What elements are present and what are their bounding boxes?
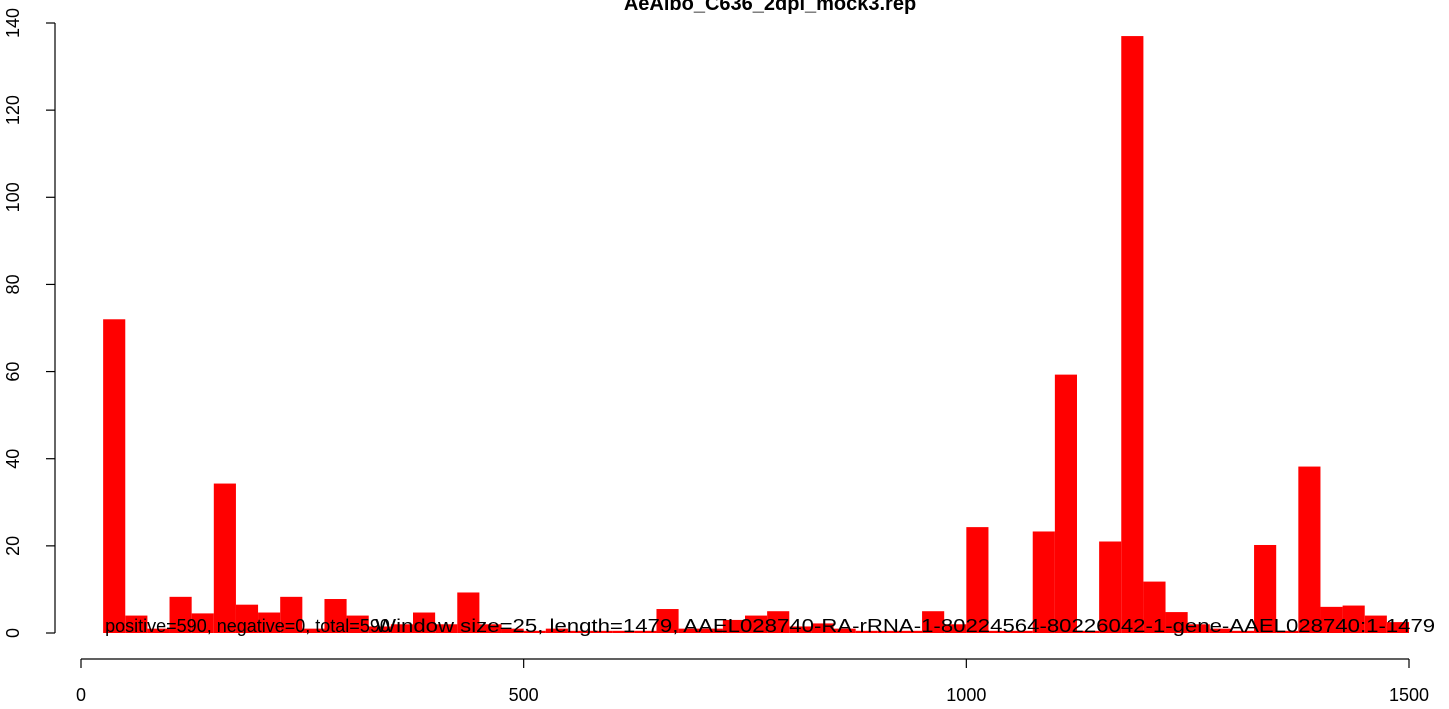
histogram-bar (1187, 624, 1210, 633)
histogram-bar (1364, 615, 1387, 633)
histogram-bar (1121, 36, 1144, 634)
histogram-bar (722, 619, 745, 633)
histogram-bar (1231, 630, 1255, 633)
histogram-bar (1320, 606, 1343, 633)
histogram-bar (1342, 605, 1365, 633)
histogram-bar (1386, 622, 1409, 633)
histogram-bar (899, 630, 923, 633)
histogram-bar (213, 483, 236, 633)
bars-group (103, 36, 1409, 634)
summary-annotation: positive=590, negative=0, total=590 (105, 616, 390, 636)
histogram-bar (501, 628, 524, 633)
histogram-bar (767, 611, 790, 633)
histogram-bar (1054, 374, 1077, 633)
histogram-bar (1032, 531, 1055, 633)
histogram-bar (169, 596, 192, 633)
annotations-group: positive=590, negative=0, total=590 Wind… (105, 616, 1435, 636)
histogram-bar (1254, 544, 1277, 633)
histogram-bar (1298, 466, 1321, 633)
histogram-bar (457, 592, 480, 633)
histogram-bar (833, 628, 856, 633)
histogram-bar (922, 611, 945, 633)
histogram-bar (656, 609, 679, 633)
histogram-bar (390, 624, 413, 633)
histogram-bar (966, 527, 989, 633)
x-tick-label: 500 (509, 685, 539, 705)
histogram-bar (235, 604, 259, 633)
x-ticks-group: 0 500 1000 1500 (76, 659, 1429, 705)
histogram-bar (346, 615, 369, 633)
histogram-bar (479, 624, 502, 633)
histogram-bar (634, 630, 657, 633)
histogram-bar (280, 596, 303, 633)
y-tick-label: 100 (3, 182, 23, 212)
y-tick-label: 120 (3, 95, 23, 125)
histogram-bar (1276, 630, 1299, 633)
window-annotation: Window size=25, length=1479, AAEL028740-… (375, 616, 1435, 636)
histogram-bar (590, 630, 613, 633)
histogram-bar (612, 630, 635, 633)
histogram-bar (700, 628, 723, 633)
histogram-bar (1010, 630, 1033, 633)
histogram-bar (258, 612, 281, 633)
x-tick-label: 1000 (946, 685, 986, 705)
histogram-bar (545, 628, 568, 633)
y-tick-label: 40 (3, 449, 23, 469)
histogram-bar (567, 630, 591, 633)
histogram-bar (988, 630, 1011, 633)
x-tick-label: 0 (76, 685, 86, 705)
histogram-bar (125, 615, 148, 633)
y-tick-label: 60 (3, 362, 23, 382)
histogram-bar (877, 630, 900, 633)
histogram-bar (855, 630, 878, 633)
histogram-bar (678, 628, 701, 633)
y-tick-label: 140 (3, 8, 23, 38)
chart-title: AeAlbo_C636_2dpi_mock3.rep (624, 0, 916, 15)
histogram-bar (1077, 630, 1100, 633)
x-tick-label: 1500 (1389, 685, 1429, 705)
histogram-bar (944, 624, 967, 633)
histogram-bar (1143, 581, 1166, 633)
histogram-bar (191, 613, 214, 633)
histogram-bar (302, 628, 325, 633)
histogram-bar (811, 623, 834, 633)
histogram-bar (523, 630, 546, 633)
histogram-bar (1165, 612, 1188, 633)
histogram-bar (324, 599, 347, 633)
histogram-bar (368, 626, 391, 633)
y-tick-label: 20 (3, 536, 23, 556)
histogram-bar (435, 624, 458, 633)
histogram-bar (1099, 541, 1122, 633)
y-tick-label: 80 (3, 274, 23, 294)
histogram-bar (745, 615, 768, 633)
histogram-bar (103, 319, 126, 633)
histogram-bar (1209, 628, 1232, 633)
histogram-bar (789, 626, 812, 633)
y-tick-label: 0 (3, 628, 23, 638)
y-ticks-group: 0 20 40 60 80 100 120 140 (3, 8, 55, 638)
histogram-bar (147, 628, 170, 633)
histogram-bar (413, 612, 436, 633)
